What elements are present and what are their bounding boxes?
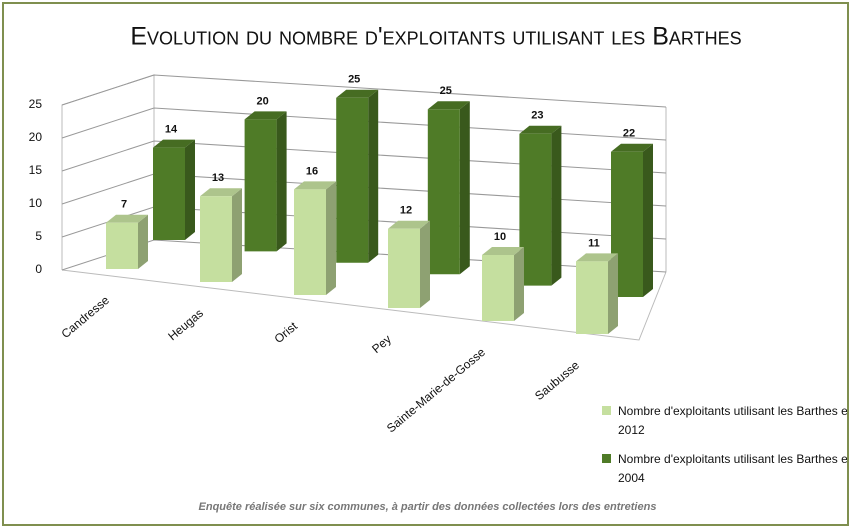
bar-front: [611, 151, 643, 297]
bar: [482, 247, 524, 321]
bar-side: [138, 214, 148, 269]
data-label: 12: [400, 205, 412, 217]
x-tick-label: Saubusse: [532, 358, 582, 403]
data-label: 23: [531, 110, 543, 122]
data-label: 16: [306, 165, 318, 177]
data-label: 13: [212, 172, 224, 184]
bar-front: [294, 189, 326, 295]
bar-front: [244, 119, 277, 252]
y-tick-label: 25: [29, 97, 43, 111]
bar-top: [153, 139, 195, 148]
bar-top: [200, 188, 242, 197]
bar-top: [576, 253, 618, 262]
bar-front: [336, 97, 369, 263]
bar-top: [294, 181, 336, 190]
legend-item: Nombre d'exploitants utilisant les Barth…: [602, 402, 849, 440]
legend-label: Nombre d'exploitants utilisant les Barth…: [618, 452, 849, 485]
grid-line: [61, 140, 667, 174]
grid-line: [61, 107, 667, 141]
bar-top: [611, 143, 653, 152]
bar-front: [576, 261, 608, 334]
bar-top: [388, 220, 430, 229]
bar: [427, 101, 470, 275]
bar-top: [106, 214, 148, 223]
data-label: 14: [165, 124, 178, 136]
legend-item: Nombre d'exploitants utilisant les Barth…: [602, 450, 849, 488]
bar-front: [519, 133, 552, 286]
bar-top: [519, 125, 562, 134]
data-label: 11: [588, 237, 600, 249]
bar-side: [420, 220, 430, 308]
bar-side: [551, 125, 562, 286]
bar-front: [482, 255, 514, 321]
y-tick-label: 15: [29, 163, 43, 177]
y-tick-label: 20: [29, 130, 43, 144]
x-tick-label: Heugas: [165, 306, 206, 343]
bar-side: [185, 139, 195, 240]
x-tick-label: Orist: [272, 319, 301, 346]
bar-side: [232, 188, 242, 282]
bar-side: [326, 181, 336, 295]
bar-side: [514, 247, 524, 321]
grid-line: [61, 74, 667, 108]
bar-front: [200, 196, 232, 282]
bar-top: [427, 101, 470, 110]
data-label: 22: [623, 128, 635, 140]
footnote: Enquête réalisée sur six communes, à par…: [198, 501, 657, 513]
bar: [576, 253, 618, 334]
bar-front: [106, 222, 138, 269]
bar: [611, 143, 653, 297]
bar-top: [336, 89, 379, 98]
data-label: 10: [494, 231, 506, 243]
legend-swatch: [602, 454, 611, 463]
y-tick-label: 5: [35, 229, 42, 243]
bar: [153, 139, 195, 240]
bar: [519, 125, 562, 286]
data-label: 25: [440, 85, 452, 97]
bar-top: [482, 247, 524, 255]
chart: Evolution du nombre d'exploitants utilis…: [29, 23, 742, 436]
bar: [294, 181, 336, 295]
data-label: 7: [121, 199, 127, 211]
bar: [336, 89, 379, 263]
y-tick-label: 10: [29, 196, 43, 210]
x-tick-label: Sainte-Marie-de-Gosse: [384, 345, 488, 436]
legend-swatch: [602, 406, 611, 415]
bar: [388, 220, 430, 308]
bar-front: [427, 109, 460, 275]
chart-title: Evolution du nombre d'exploitants utilis…: [130, 23, 741, 51]
bar-front: [388, 228, 420, 308]
x-tick-label: Candresse: [59, 293, 113, 341]
bar-front: [153, 147, 185, 240]
bar-side: [608, 253, 618, 334]
bar: [106, 214, 148, 269]
bar-side: [368, 89, 379, 263]
floor: [61, 269, 667, 341]
y-tick-label: 0: [35, 262, 42, 276]
bar-side: [276, 111, 287, 252]
data-label: 20: [256, 95, 268, 107]
x-tick-label: Pey: [369, 332, 394, 356]
data-label: 25: [348, 74, 360, 86]
bar-side: [459, 101, 470, 275]
legend-label: Nombre d'exploitants utilisant les Barth…: [618, 404, 849, 437]
bar: [200, 188, 242, 282]
bar: [244, 111, 287, 252]
bar-top: [244, 111, 287, 120]
bar-side: [643, 143, 653, 297]
